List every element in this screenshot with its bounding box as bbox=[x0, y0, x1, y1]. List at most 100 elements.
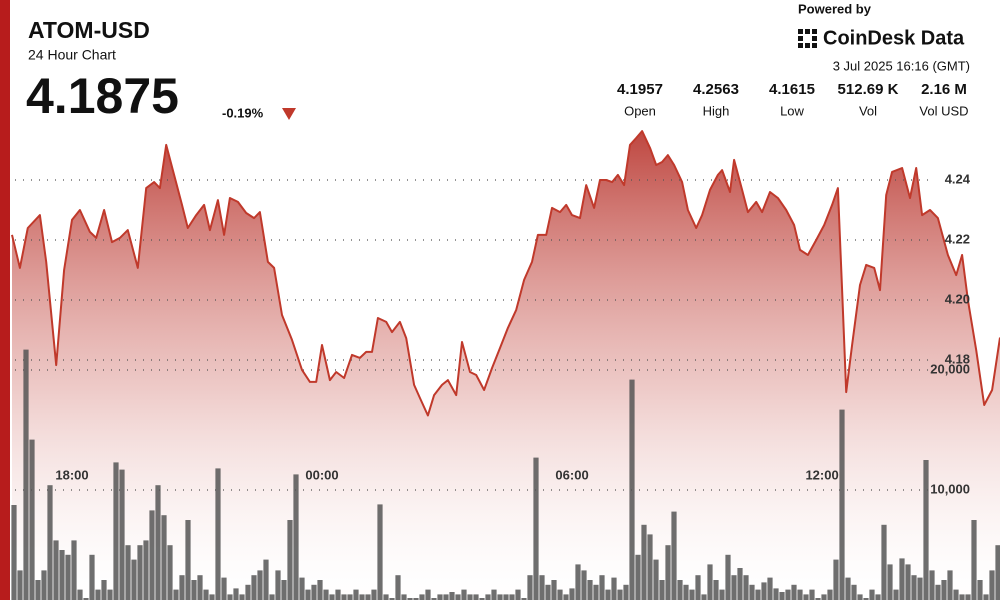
volume-bar bbox=[383, 594, 389, 600]
stat-label: Vol USD bbox=[919, 103, 968, 118]
volume-bar bbox=[65, 554, 71, 600]
volume-bar bbox=[143, 540, 149, 600]
volume-bar bbox=[71, 540, 77, 600]
volume-bar bbox=[341, 594, 347, 600]
volume-bar bbox=[743, 575, 749, 600]
volume-bar bbox=[113, 462, 119, 600]
volume-bar bbox=[41, 570, 47, 600]
volume-bar bbox=[245, 584, 251, 600]
volume-bar bbox=[497, 594, 503, 600]
price-area bbox=[12, 131, 1000, 600]
volume-bar bbox=[401, 594, 407, 600]
subtitle: 24 Hour Chart bbox=[28, 47, 116, 63]
volume-bar bbox=[167, 545, 173, 600]
volume-bar bbox=[599, 575, 605, 600]
plot: 4.18 4.20 4.22 4.24 10,000 20,000 18:00 00:00 06… bbox=[11, 130, 1000, 600]
y-tick-label: 4.18 bbox=[945, 351, 970, 366]
volume-bar bbox=[179, 575, 185, 600]
volume-bar bbox=[473, 594, 479, 600]
volume-bar bbox=[101, 580, 107, 600]
volume-bar bbox=[803, 594, 809, 600]
volume-bar bbox=[305, 589, 311, 600]
volume-bar bbox=[845, 577, 851, 600]
volume-bar bbox=[89, 554, 95, 600]
volume-bar bbox=[617, 589, 623, 600]
volume-bar bbox=[227, 594, 233, 600]
y2-tick-label: 20,000 bbox=[930, 361, 970, 376]
volume-bar bbox=[947, 570, 953, 600]
volume-bar bbox=[299, 577, 305, 600]
volume-bar bbox=[737, 568, 743, 600]
stat-value: 512.69 K bbox=[838, 81, 899, 98]
volume-bar bbox=[233, 588, 239, 600]
volume-bar bbox=[449, 592, 455, 600]
volume-bar bbox=[263, 559, 269, 600]
volume-bar bbox=[629, 379, 635, 600]
volume-bar bbox=[647, 534, 653, 600]
volume-bar bbox=[11, 505, 17, 600]
volume-bar bbox=[257, 570, 263, 600]
x-tick-label: 06:00 bbox=[555, 467, 588, 482]
volume-bar bbox=[851, 584, 857, 600]
volume-bar bbox=[983, 594, 989, 600]
volume-bar bbox=[773, 588, 779, 600]
volume-bar bbox=[935, 584, 941, 600]
y-tick-label: 4.22 bbox=[945, 231, 970, 246]
volume-bar bbox=[329, 594, 335, 600]
volume-bar bbox=[923, 460, 929, 600]
volume-bar bbox=[461, 589, 467, 600]
volume-bar bbox=[605, 589, 611, 600]
volume-bar bbox=[683, 584, 689, 600]
stat-label: Open bbox=[624, 103, 656, 118]
volume-bar bbox=[959, 594, 965, 600]
x-tick-label: 12:00 bbox=[805, 467, 838, 482]
volume-bar bbox=[641, 524, 647, 600]
volume-bar bbox=[35, 580, 41, 600]
volume-bar bbox=[287, 520, 293, 600]
stat-label: Low bbox=[780, 103, 804, 118]
volume-bar bbox=[791, 584, 797, 600]
volume-bar bbox=[593, 584, 599, 600]
brand-logo bbox=[798, 29, 817, 48]
volume-bar bbox=[971, 520, 977, 600]
volume-bar bbox=[875, 594, 881, 600]
volume-bar bbox=[569, 588, 575, 600]
volume-bar bbox=[509, 594, 515, 600]
volume-bar bbox=[677, 580, 683, 600]
volume-bar bbox=[857, 594, 863, 600]
volume-bar bbox=[311, 584, 317, 600]
volume-bar bbox=[59, 550, 65, 600]
volume-bar bbox=[581, 570, 587, 600]
volume-bar bbox=[443, 594, 449, 600]
volume-bar bbox=[419, 594, 425, 600]
volume-bar bbox=[527, 575, 533, 600]
volume-bar bbox=[425, 589, 431, 600]
volume-bar bbox=[689, 589, 695, 600]
stat-value: 2.16 M bbox=[921, 81, 967, 98]
volume-bar bbox=[131, 559, 137, 600]
volume-bar bbox=[695, 575, 701, 600]
volume-bar bbox=[485, 594, 491, 600]
volume-bar bbox=[659, 580, 665, 600]
volume-bar bbox=[719, 589, 725, 600]
volume-bar bbox=[911, 575, 917, 600]
volume-bar bbox=[761, 582, 767, 600]
volume-bar bbox=[779, 592, 785, 600]
volume-bar bbox=[155, 485, 161, 600]
volume-bar bbox=[941, 580, 947, 600]
volume-bar bbox=[995, 545, 1000, 600]
volume-bar bbox=[521, 598, 527, 600]
x-tick-label: 00:00 bbox=[305, 467, 338, 482]
volume-bar bbox=[413, 598, 419, 600]
volume-bar bbox=[635, 554, 641, 600]
volume-bar bbox=[95, 589, 101, 600]
volume-bar bbox=[905, 564, 911, 600]
y-tick-label: 4.20 bbox=[945, 291, 970, 306]
y-tick-label: 4.24 bbox=[945, 171, 971, 186]
stat-value: 4.2563 bbox=[693, 81, 739, 98]
volume-bar bbox=[575, 564, 581, 600]
volume-bar bbox=[191, 580, 197, 600]
volume-bar bbox=[269, 594, 275, 600]
volume-bar bbox=[785, 589, 791, 600]
